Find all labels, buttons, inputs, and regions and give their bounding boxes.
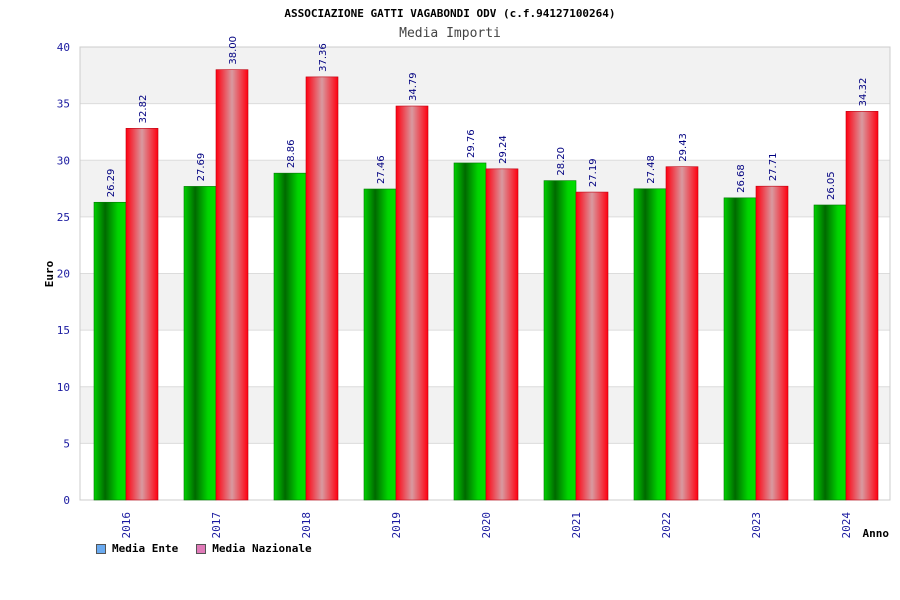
data-label: 34.79 xyxy=(408,72,419,101)
data-label: 28.86 xyxy=(286,140,297,169)
legend-item-media-ente: Media Ente xyxy=(96,542,178,555)
data-label: 28.20 xyxy=(556,147,567,176)
grid-band xyxy=(80,47,890,104)
data-label: 38.00 xyxy=(228,36,239,65)
x-tick-label: 2022 xyxy=(660,512,673,539)
bar-media-nazionale-2022 xyxy=(665,166,699,501)
legend: Media Ente Media Nazionale xyxy=(96,542,312,555)
y-tick-label: 5 xyxy=(63,437,70,450)
legend-swatch xyxy=(196,543,207,554)
y-tick-label: 40 xyxy=(57,41,70,54)
y-tick-label: 0 xyxy=(63,494,70,507)
chart-subtitle: Media Importi xyxy=(399,26,501,41)
y-tick-label: 20 xyxy=(57,268,70,281)
bar-media-nazionale-2023 xyxy=(755,185,789,501)
data-label: 29.24 xyxy=(498,135,509,164)
x-axis-label: Anno xyxy=(863,527,890,540)
chart-title: ASSOCIAZIONE GATTI VAGABONDI ODV (c.f.94… xyxy=(284,7,615,20)
y-tick-label: 35 xyxy=(57,98,70,111)
bar-media-nazionale-2024 xyxy=(845,111,879,501)
data-label: 27.71 xyxy=(768,153,779,182)
x-tick-label: 2023 xyxy=(750,512,763,539)
x-tick-label: 2017 xyxy=(210,512,223,539)
bar-media-nazionale-2020 xyxy=(485,168,519,501)
legend-label: Media Nazionale xyxy=(212,542,312,555)
y-tick-label: 10 xyxy=(57,381,70,394)
data-label: 29.76 xyxy=(466,129,477,158)
data-label: 27.46 xyxy=(376,155,387,184)
data-label: 27.19 xyxy=(588,158,599,187)
data-label: 26.68 xyxy=(736,164,747,193)
bar-media-nazionale-2019 xyxy=(395,105,429,501)
data-label: 34.32 xyxy=(858,78,869,107)
bar-media-nazionale-2017 xyxy=(215,69,249,501)
bar-media-nazionale-2018 xyxy=(305,76,339,501)
data-label: 29.43 xyxy=(678,133,689,162)
data-label: 26.29 xyxy=(106,169,117,198)
bar-media-ente-2020 xyxy=(453,162,487,501)
x-tick-label: 2016 xyxy=(120,512,133,539)
data-label: 32.82 xyxy=(138,95,149,124)
data-label: 37.36 xyxy=(318,43,329,72)
bar-media-ente-2024 xyxy=(813,204,847,501)
bar-media-ente-2017 xyxy=(183,186,217,501)
bar-media-nazionale-2021 xyxy=(575,191,609,501)
bar-media-ente-2022 xyxy=(633,188,667,501)
x-tick-label: 2021 xyxy=(570,512,583,539)
x-tick-label: 2020 xyxy=(480,512,493,539)
x-tick-label: 2019 xyxy=(390,512,403,539)
legend-label: Media Ente xyxy=(112,542,179,555)
legend-item-media-nazionale: Media Nazionale xyxy=(196,542,312,555)
data-label: 27.69 xyxy=(196,153,207,182)
x-tick-label: 2024 xyxy=(840,512,853,539)
bar-media-ente-2023 xyxy=(723,197,757,501)
grid-band xyxy=(80,103,890,161)
y-tick-label: 25 xyxy=(57,211,70,224)
bar-media-ente-2019 xyxy=(363,188,397,501)
y-tick-label: 30 xyxy=(57,154,70,167)
y-axis-label: Euro xyxy=(43,260,56,287)
y-tick-label: 15 xyxy=(57,324,70,337)
data-label: 26.05 xyxy=(826,171,837,200)
bar-media-ente-2018 xyxy=(273,172,307,501)
x-tick-label: 2018 xyxy=(300,512,313,539)
bar-media-ente-2016 xyxy=(93,201,127,501)
legend-swatch xyxy=(96,543,106,554)
bar-media-ente-2021 xyxy=(543,180,577,501)
data-label: 27.48 xyxy=(646,155,657,184)
bar-media-nazionale-2016 xyxy=(125,128,159,501)
